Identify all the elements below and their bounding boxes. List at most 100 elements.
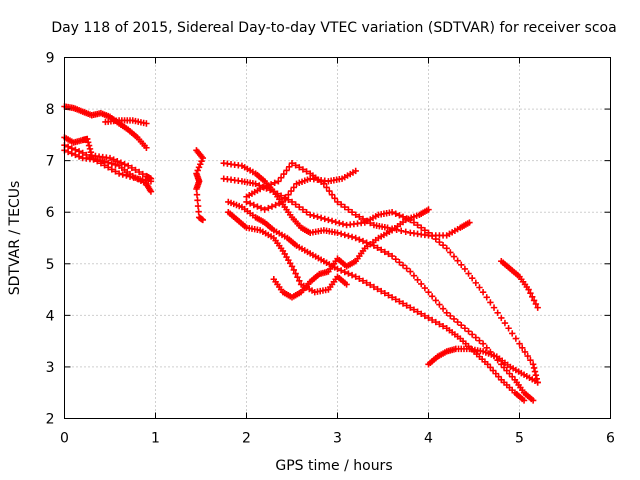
y-axis-label: SDTVAR / TECUs <box>7 181 23 296</box>
data-point <box>352 234 359 242</box>
data-point <box>86 145 94 153</box>
data-point <box>334 265 341 273</box>
data-point <box>274 190 281 197</box>
data-point <box>310 212 318 220</box>
data-point <box>385 250 392 258</box>
data-point <box>104 164 112 171</box>
data-point <box>97 160 105 167</box>
data-point <box>472 334 480 341</box>
data-point <box>256 185 264 193</box>
series-track-08 <box>220 175 541 386</box>
data-point <box>288 263 296 270</box>
data-point <box>334 229 341 237</box>
data-point <box>425 288 432 296</box>
data-point <box>501 319 509 327</box>
data-point <box>279 198 287 206</box>
data-point <box>521 348 529 356</box>
data-point <box>359 215 367 223</box>
data-point <box>85 142 93 149</box>
data-point <box>367 281 374 289</box>
data-point <box>83 151 90 159</box>
data-point <box>414 308 421 315</box>
data-point <box>363 279 370 287</box>
data-point <box>194 202 202 210</box>
data-point <box>197 161 204 168</box>
data-point <box>519 344 526 352</box>
data-point <box>352 273 359 280</box>
series-track-09 <box>225 198 528 404</box>
data-point <box>454 318 461 326</box>
data-point <box>292 201 299 208</box>
data-point <box>290 266 298 274</box>
data-point <box>505 325 512 332</box>
data-point <box>303 209 310 216</box>
data-point <box>143 120 150 127</box>
data-point <box>410 272 418 279</box>
data-point <box>321 215 328 223</box>
data-point <box>270 188 277 195</box>
data-point <box>402 228 409 236</box>
data-point <box>450 253 458 260</box>
series-track-11 <box>243 167 359 213</box>
data-point <box>396 212 403 219</box>
data-point <box>447 249 454 256</box>
data-point <box>374 244 381 251</box>
data-point <box>337 201 345 208</box>
data-point <box>341 231 348 239</box>
data-point <box>527 357 534 364</box>
data-point <box>381 289 389 297</box>
data-point <box>265 204 272 212</box>
data-point <box>276 200 283 207</box>
data-point <box>530 297 538 304</box>
data-point <box>325 216 332 224</box>
data-point <box>101 162 108 169</box>
data-point <box>403 302 410 309</box>
data-point <box>75 148 83 155</box>
data-point <box>414 221 421 229</box>
x-tick-label: 3 <box>333 431 342 447</box>
x-tick-label: 6 <box>606 431 615 447</box>
data-point <box>341 203 348 211</box>
x-tick-label: 0 <box>60 431 69 447</box>
data-point <box>294 273 301 281</box>
data-point <box>108 166 116 173</box>
data-point <box>261 206 268 213</box>
data-point <box>421 312 429 320</box>
data-point <box>285 191 292 198</box>
data-point <box>410 219 418 226</box>
data-point <box>341 268 348 276</box>
data-point <box>268 203 276 210</box>
tick-labels: 0 1 2 3 4 5 6 2 3 4 5 6 7 8 9 <box>46 51 615 447</box>
data-point <box>112 161 119 168</box>
data-point <box>296 277 303 285</box>
data-point <box>266 186 274 194</box>
data-point <box>337 230 345 238</box>
data-point <box>345 270 352 277</box>
data-point <box>112 168 119 175</box>
data-point <box>454 257 461 264</box>
y-tick-label: 2 <box>46 412 55 428</box>
data-point <box>512 335 520 342</box>
y-tick-label: 8 <box>46 102 55 118</box>
data-point <box>384 224 391 231</box>
data-point <box>525 286 532 293</box>
data-point <box>246 200 254 207</box>
data-point <box>299 206 307 213</box>
data-point <box>414 276 421 283</box>
series-track-01 <box>61 103 150 151</box>
data-point <box>328 191 336 198</box>
data-point <box>439 322 447 330</box>
data-point <box>256 182 263 189</box>
data-point <box>287 187 295 195</box>
data-point <box>359 277 367 285</box>
data-point <box>461 265 469 273</box>
data-point <box>296 203 303 211</box>
data-point <box>143 144 150 151</box>
data-point <box>388 252 396 260</box>
x-tick-label: 2 <box>242 431 251 447</box>
data-point <box>396 259 403 266</box>
data-point <box>343 281 350 288</box>
series-track-05 <box>61 141 155 185</box>
data-point <box>527 289 534 297</box>
data-point <box>458 261 465 269</box>
